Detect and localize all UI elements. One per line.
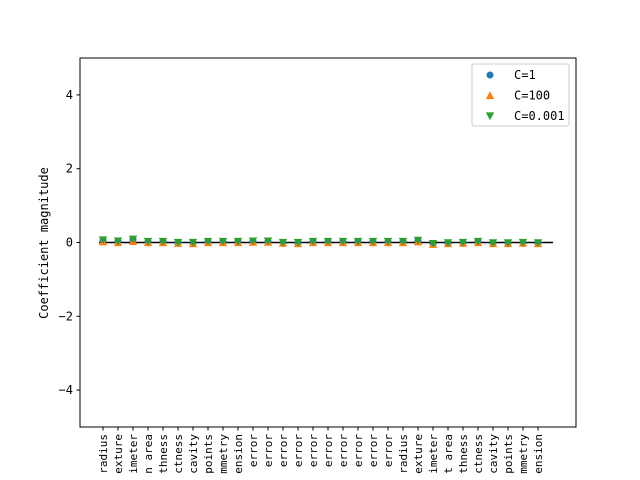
legend-items: C=1 C=100 C=0.001	[485, 68, 565, 123]
data-point-C-0-001-14	[308, 237, 318, 246]
x-tick-label: ension	[532, 434, 545, 474]
data-point-C-0-001-9	[233, 237, 243, 246]
data-point-C-0-001-16	[338, 237, 348, 246]
data-point-C-0-001-26	[488, 239, 498, 248]
data-point-C-0-001-22	[428, 240, 438, 248]
x-tick-label: error	[367, 434, 380, 467]
x-tick-label: error	[277, 434, 290, 467]
legend-label-1: C=100	[514, 89, 550, 103]
data-point-C-0-001-0	[98, 236, 108, 245]
x-tick-label: ctness	[172, 434, 185, 474]
data-point-C-0-001-23	[443, 239, 453, 248]
x-tick-label: t area	[442, 434, 455, 474]
data-point-C-0-001-1	[113, 237, 123, 246]
x-tick-label: imeter	[127, 434, 140, 474]
x-tick-label: error	[337, 434, 350, 467]
data-point-C-0-001-17	[353, 237, 363, 246]
data-point-C-0-001-12	[278, 238, 288, 247]
x-tick-label: ension	[232, 434, 245, 474]
x-tick-label: radius	[397, 434, 410, 474]
data-point-C-0-001-27	[503, 239, 513, 248]
x-tick-label: error	[352, 434, 365, 467]
x-tick-label: error	[247, 434, 260, 467]
y-axis-label: Coefficient magnitude	[37, 167, 51, 319]
y-tick-label: 0	[66, 236, 73, 250]
x-tick-label: error	[292, 434, 305, 467]
data-point-C-0-001-7	[203, 237, 213, 246]
data-point-C-0-001-25	[473, 237, 483, 246]
x-tick-label: cavity	[187, 434, 200, 474]
x-tick-label: error	[307, 434, 320, 467]
x-tick-label: thness	[157, 434, 170, 474]
x-tick-label: error	[382, 434, 395, 467]
legend-marker-1	[485, 91, 495, 100]
data-point-C-0-001-13	[293, 238, 303, 247]
legend-marker-0	[486, 71, 494, 79]
y-tick-label: 2	[66, 162, 73, 176]
x-tick-label: thness	[457, 434, 470, 474]
x-tick-label: cavity	[487, 434, 500, 474]
data-point-C-0-001-18	[368, 237, 378, 246]
x-tick-label: mmetry	[517, 434, 530, 474]
x-tick-label: radius	[97, 434, 110, 474]
x-tick-label: exture	[112, 434, 125, 474]
data-point-C-0-001-8	[218, 237, 228, 246]
legend-label-2: C=0.001	[514, 109, 565, 123]
y-tick-label: 4	[66, 88, 73, 102]
data-point-C-0-001-20	[398, 237, 408, 246]
data-point-C-0-001-28	[518, 238, 528, 247]
data-point-C-0-001-11	[263, 237, 273, 246]
x-tick-label: mmetry	[217, 434, 230, 474]
data-point-C-0-001-4	[158, 237, 168, 246]
data-point-C-0-001-10	[248, 237, 258, 246]
x-tick-label: n area	[142, 434, 155, 474]
data-point-C-0-001-6	[188, 238, 198, 247]
data-point-C-0-001-15	[323, 237, 333, 246]
legend-label-0: C=1	[514, 68, 536, 82]
data-point-C-0-001-29	[533, 239, 543, 248]
x-tick-label: points	[502, 434, 515, 474]
plot-area	[98, 235, 553, 248]
data-point-C-0-001-21	[413, 236, 423, 245]
y-tick-label: −4	[59, 383, 73, 397]
data-point-C-0-001-19	[383, 237, 393, 246]
x-tick-label: points	[202, 434, 215, 474]
x-tick-label: exture	[412, 434, 425, 474]
data-point-C-0-001-3	[143, 237, 153, 246]
legend-box	[471, 63, 570, 127]
x-tick-label: imeter	[427, 434, 440, 474]
x-tick-label: error	[262, 434, 275, 467]
data-point-C-0-001-24	[458, 238, 468, 247]
legend-marker-2	[485, 112, 495, 121]
data-point-C-0-001-2	[128, 235, 138, 244]
y-tick-label: −2	[59, 309, 73, 323]
x-tick-label: error	[322, 434, 335, 467]
legend: C=1 C=100 C=0.001	[471, 63, 570, 127]
data-point-C-0-001-5	[173, 238, 183, 247]
x-tick-label: ctness	[472, 434, 485, 474]
